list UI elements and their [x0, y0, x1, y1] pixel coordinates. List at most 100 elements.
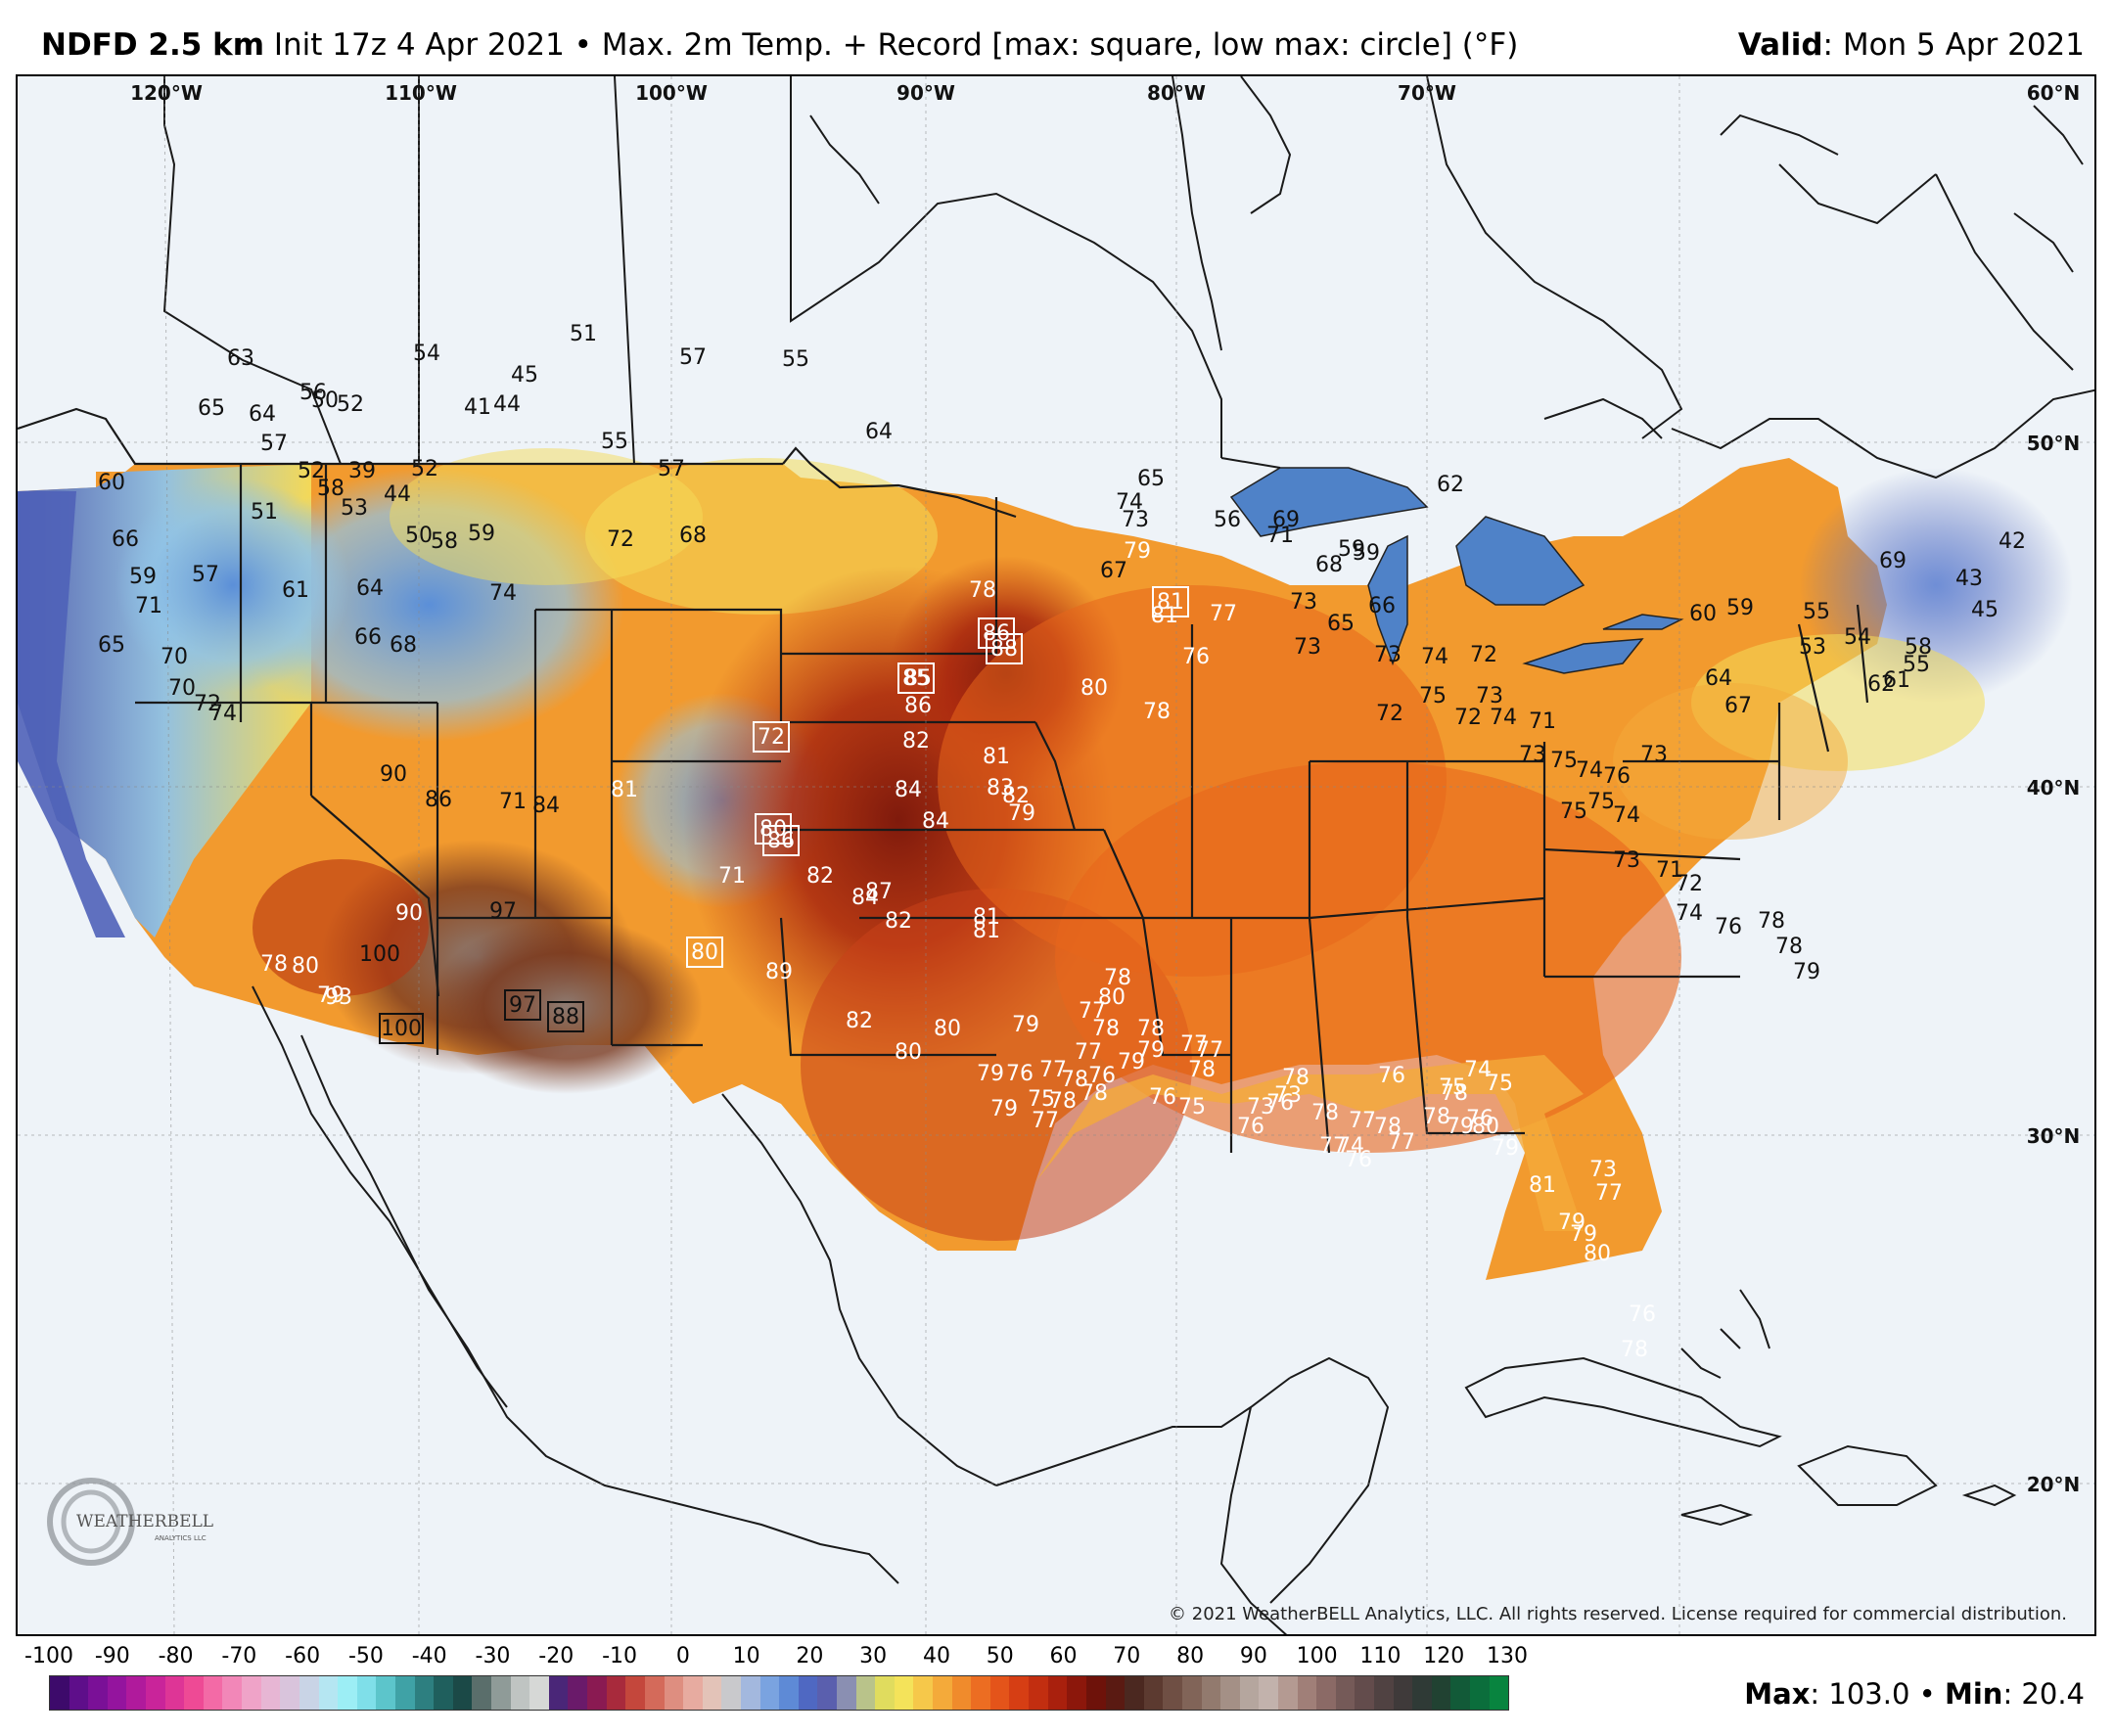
colorbar-tick-label: 120	[1423, 1644, 1465, 1668]
temperature-value: 59	[1726, 596, 1754, 620]
temperature-value: 76	[1237, 1115, 1264, 1139]
record-high-marker	[986, 633, 1023, 664]
temperature-value: 65	[98, 633, 125, 658]
lat-label: 30°N	[2027, 1124, 2081, 1148]
temperature-value: 42	[1999, 529, 2026, 554]
temperature-value: 72	[1376, 702, 1403, 726]
colorbar-tick-label: 10	[732, 1644, 760, 1668]
temperature-value: 45	[511, 363, 538, 388]
map-panel[interactable]: 120°W 110°W 100°W 90°W 80°W 70°W 60°N 50…	[16, 74, 2096, 1636]
temperature-value: 79	[990, 1097, 1018, 1121]
temperature-map[interactable]: 120°W 110°W 100°W 90°W 80°W 70°W 60°N 50…	[18, 76, 2096, 1636]
temperature-value: 82	[846, 1009, 873, 1033]
colorbar-segment	[1009, 1676, 1030, 1710]
colorbar-segment	[260, 1676, 281, 1710]
boundaries	[18, 407, 1869, 1154]
colorbar-segment	[146, 1676, 165, 1710]
colorbar-segment	[318, 1676, 339, 1710]
temperature-value: 57	[260, 432, 288, 456]
temperature-value: 50	[405, 524, 433, 548]
temperature-value: 79	[1124, 539, 1151, 564]
record-high-value: 100	[381, 1017, 422, 1041]
temperature-value: 78	[1374, 1115, 1402, 1139]
record-high-value: 81	[1157, 590, 1184, 615]
temperature-value: 51	[570, 322, 597, 346]
temperature-value: 73	[1294, 635, 1321, 660]
colorbar-segment	[913, 1676, 934, 1710]
colorbar-tick-label: 100	[1296, 1644, 1338, 1668]
temperature-value: 78	[1104, 966, 1131, 990]
min-label: Min	[1944, 1677, 2003, 1711]
record-high-value: 88	[990, 637, 1018, 662]
temperature-value: 76	[1629, 1302, 1656, 1327]
lon-label: 120°W	[130, 81, 203, 105]
colorbar-segment	[1085, 1676, 1106, 1710]
temperature-value: 79	[1447, 1115, 1474, 1139]
temperature-value: 54	[413, 342, 440, 366]
temperature-value: 74	[209, 702, 237, 726]
colorbar-segment	[1355, 1676, 1375, 1710]
colorbar-segment	[740, 1676, 760, 1710]
colorbar-tick-label: 70	[1113, 1644, 1141, 1668]
temperature-value: 58	[317, 477, 345, 501]
temperature-value: 73	[1374, 643, 1402, 667]
temperature-value: 78	[1188, 1058, 1216, 1082]
temperature-value: 54	[1844, 625, 1871, 650]
max-value: : 103.0 •	[1810, 1677, 1945, 1711]
record-high-value: 72	[758, 725, 785, 750]
temperature-value: 80	[1098, 985, 1126, 1010]
colorbar-segment	[1259, 1676, 1278, 1710]
temperature-value: 78	[1311, 1101, 1339, 1125]
temperature-value: 77	[1595, 1181, 1623, 1206]
colorbar-segment	[817, 1676, 837, 1710]
colorbar-segment	[664, 1676, 684, 1710]
temperature-value: 79	[1558, 1211, 1586, 1235]
temperature-value: 80	[1472, 1115, 1499, 1139]
temperature-value: 53	[1799, 635, 1826, 660]
temperature-value: 71	[718, 864, 746, 889]
temperature-value: 81	[983, 745, 1010, 769]
temperature-value: 76	[1603, 764, 1631, 789]
temperature-value: 77	[1319, 1134, 1347, 1159]
temperature-value: 78	[969, 578, 996, 603]
logo-subtext: ANALYTICS LLC	[155, 1534, 207, 1542]
lon-label: 70°W	[1398, 81, 1456, 105]
temperature-value: 60	[98, 471, 125, 495]
record-high-marker	[1152, 586, 1189, 617]
max-min-summary: Max: 103.0 • Min: 20.4	[1744, 1677, 2085, 1711]
temperature-value: 82	[885, 909, 912, 934]
colorbar-segment	[1431, 1676, 1451, 1710]
temperature-value: 78	[1137, 1017, 1165, 1041]
valid-time: Valid: Mon 5 Apr 2021	[1738, 27, 2085, 63]
temperature-value: 83	[987, 776, 1014, 800]
temperature-value: 68	[390, 633, 417, 658]
record-high-marker	[504, 989, 541, 1021]
temperature-value: 74	[1490, 706, 1517, 730]
colorbar-segment	[1297, 1676, 1317, 1710]
header: NDFD 2.5 km Init 17z 4 Apr 2021 • Max. 2…	[0, 0, 2114, 74]
temperature-value: 71	[499, 790, 527, 814]
temperature-value: 78	[1080, 1081, 1108, 1106]
temperature-value: 43	[1955, 567, 1983, 591]
lat-label: 20°N	[2027, 1473, 2081, 1496]
colorbar-segment	[1374, 1676, 1394, 1710]
colorbar-segment	[1220, 1676, 1240, 1710]
lat-label: 40°N	[2027, 776, 2081, 799]
temperature-value: 53	[341, 496, 368, 521]
temperature-value: 79	[977, 1062, 1004, 1086]
colorbar-tick-label: -80	[158, 1644, 194, 1668]
temperature-value: 74	[1421, 645, 1448, 669]
record-markers: 81 86 88 85 72 80 86 80 88 97 100	[379, 586, 1189, 1044]
colorbar-segment	[1143, 1676, 1164, 1710]
temperature-value: 75	[1486, 1072, 1513, 1096]
temperature-value: 58	[431, 529, 458, 554]
record-high-value: 80	[691, 940, 718, 965]
temperature-value: 78	[1775, 935, 1803, 959]
temperature-value: 67	[1100, 559, 1127, 583]
max-label: Max	[1744, 1677, 1811, 1711]
colorbar-segment	[933, 1676, 952, 1710]
copyright-notice: © 2021 WeatherBELL Analytics, LLC. All r…	[1169, 1604, 2067, 1624]
temperature-field	[18, 448, 2073, 1280]
colorbar-segment	[894, 1676, 914, 1710]
